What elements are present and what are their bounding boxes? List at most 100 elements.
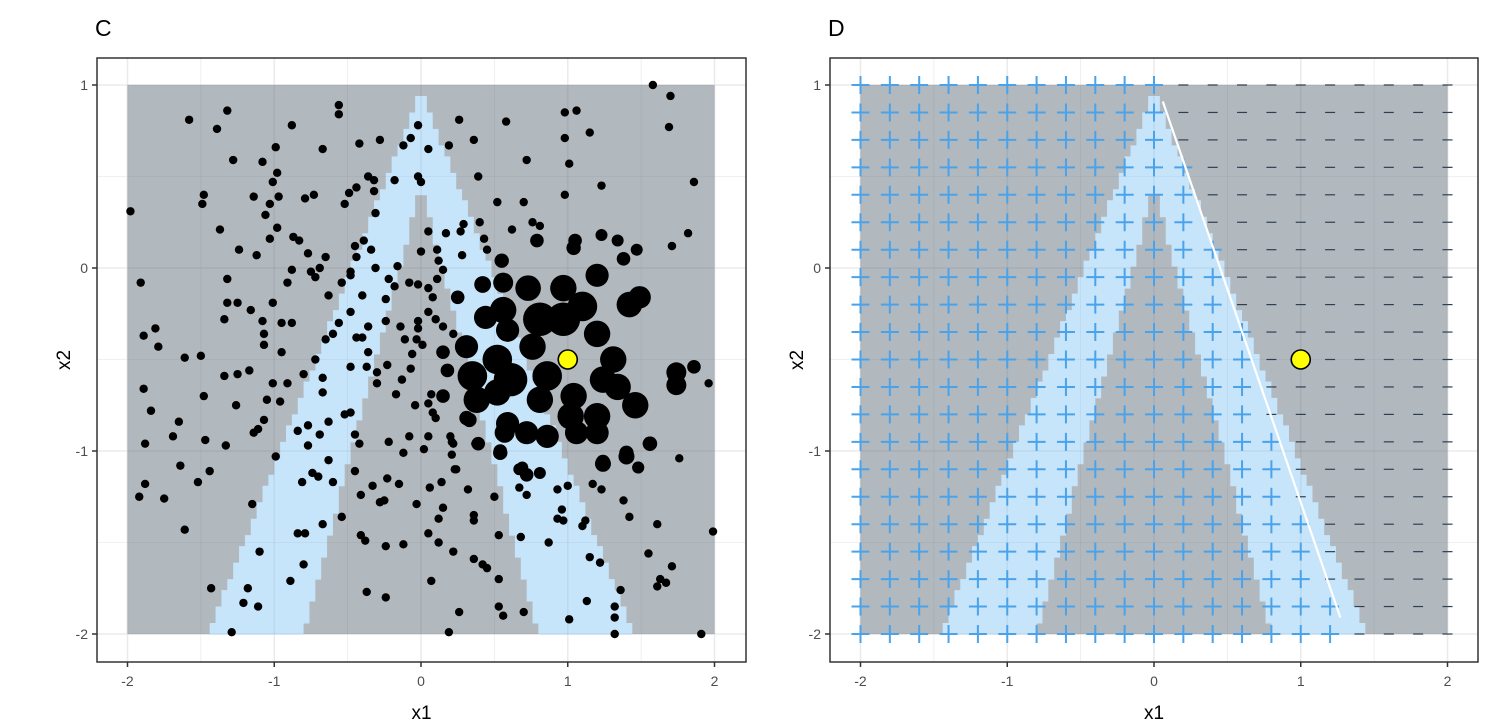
data-point	[418, 340, 427, 350]
plus-marker	[1027, 103, 1046, 122]
data-point	[424, 227, 433, 236]
plus-marker	[998, 487, 1017, 506]
plus-marker	[1056, 213, 1075, 232]
data-point	[519, 197, 528, 207]
plus-marker	[910, 213, 929, 232]
data-point	[410, 401, 420, 410]
data-point	[362, 587, 371, 597]
plus-marker	[968, 213, 987, 232]
data-point	[424, 529, 433, 538]
panel-C: -2 -1 0 1 2 1 0 -1 -2 x1 x2 C	[54, 15, 747, 724]
plus-marker	[1291, 515, 1310, 534]
plus-marker	[880, 185, 899, 204]
plus-marker	[1056, 185, 1075, 204]
data-point	[299, 369, 308, 379]
data-point	[268, 298, 277, 307]
data-point	[231, 401, 241, 410]
data-point	[206, 584, 216, 593]
x-tick-label: -2	[854, 673, 867, 689]
plus-marker	[1086, 350, 1105, 369]
plus-marker	[910, 487, 929, 506]
plus-marker	[1056, 158, 1075, 177]
data-point	[233, 369, 242, 379]
weighted-data-point	[600, 346, 627, 373]
plus-marker	[968, 542, 987, 561]
data-point	[405, 432, 414, 441]
plus-marker	[1086, 295, 1105, 314]
plus-marker	[880, 350, 899, 369]
plus-marker	[1145, 597, 1163, 616]
plus-marker	[851, 542, 870, 561]
plus-marker	[1233, 487, 1252, 506]
data-point	[359, 236, 368, 245]
data-point	[300, 529, 310, 538]
plus-marker	[1233, 350, 1252, 369]
plus-marker	[1027, 295, 1046, 314]
data-point	[176, 461, 185, 470]
plus-marker	[939, 103, 958, 122]
plus-marker	[1233, 542, 1252, 561]
data-point	[560, 133, 570, 143]
data-point	[174, 417, 184, 426]
plus-marker	[1174, 240, 1193, 259]
plus-marker	[851, 213, 870, 232]
data-point	[303, 441, 313, 450]
weighted-data-point	[583, 403, 611, 430]
plus-marker	[968, 377, 987, 396]
plus-marker	[1027, 625, 1046, 643]
plus-marker	[939, 76, 958, 94]
data-point	[482, 245, 492, 254]
data-point	[582, 596, 592, 606]
plus-marker	[1233, 570, 1252, 589]
data-point	[355, 139, 364, 148]
weighted-data-point	[595, 229, 608, 242]
data-point	[297, 477, 307, 487]
plus-marker	[939, 515, 958, 534]
region-blue-band	[942, 95, 1366, 635]
data-point	[475, 218, 484, 227]
plus-marker	[851, 570, 870, 589]
data-point	[287, 121, 297, 130]
data-point	[262, 395, 272, 404]
data-point	[585, 552, 594, 562]
weighted-data-point	[533, 466, 546, 479]
plus-marker	[1174, 432, 1193, 451]
plus-marker	[1027, 213, 1046, 232]
weighted-data-point	[459, 410, 474, 426]
data-point	[498, 611, 508, 620]
data-point	[303, 421, 313, 430]
weighted-data-point	[523, 302, 557, 337]
plus-marker	[968, 268, 987, 287]
data-point	[457, 250, 467, 260]
data-point	[346, 271, 355, 280]
data-point	[427, 390, 436, 399]
data-point	[337, 278, 346, 287]
data-point	[572, 106, 581, 115]
y-tick-label: -1	[809, 443, 822, 459]
data-point	[300, 194, 310, 203]
plus-marker	[998, 185, 1017, 204]
x-tick-label: 1	[564, 673, 572, 689]
data-point	[283, 278, 292, 287]
plus-marker	[1115, 213, 1134, 232]
data-point	[447, 437, 457, 447]
plus-marker	[1174, 268, 1193, 287]
plus-marker	[1203, 350, 1222, 369]
data-point	[139, 384, 148, 393]
x-tick-label: -1	[1001, 673, 1014, 689]
data-point	[355, 439, 364, 448]
plus-marker	[1027, 570, 1046, 589]
data-point	[352, 252, 361, 262]
data-point	[268, 379, 277, 388]
plus-marker	[968, 323, 987, 342]
data-point	[350, 430, 360, 439]
decision-boundary-line	[1161, 101, 1342, 618]
plus-marker	[1056, 323, 1075, 342]
data-point	[393, 261, 402, 271]
plus-marker	[939, 240, 958, 259]
data-point	[369, 175, 379, 185]
data-point	[140, 479, 150, 489]
plus-marker	[1115, 432, 1134, 451]
plus-marker	[968, 158, 987, 177]
plus-marker	[968, 570, 987, 589]
